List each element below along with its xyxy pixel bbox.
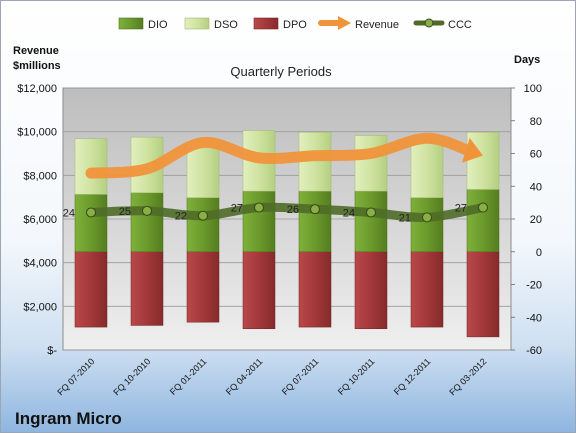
left-tick-label: $12,000 bbox=[17, 83, 57, 95]
dpo-bar bbox=[410, 251, 444, 328]
ccc-data-label: 21 bbox=[399, 212, 411, 224]
ccc-data-label: 26 bbox=[287, 204, 299, 216]
right-tick-label: -20 bbox=[526, 280, 542, 292]
dso-bar bbox=[354, 135, 388, 192]
dio-bar bbox=[130, 192, 164, 253]
left-axis-ticks: $- $2,000 $4,000 $6,000 $8,000 $10,000 $12,000 bbox=[17, 83, 57, 357]
legend-label-dio: DIO bbox=[148, 19, 168, 31]
x-tick-label: FQ 10-2010 bbox=[111, 356, 152, 397]
dpo-bar bbox=[74, 251, 108, 328]
right-tick-label: 80 bbox=[530, 116, 542, 128]
legend-item-dio: DIO bbox=[118, 17, 168, 31]
legend-item-ccc: CCC bbox=[413, 18, 472, 31]
ccc-marker bbox=[478, 202, 488, 213]
right-tick-label: -60 bbox=[526, 345, 542, 357]
ccc-marker bbox=[422, 212, 432, 223]
x-tick-label: FQ 03-2012 bbox=[447, 356, 488, 397]
x-tick-label: FQ 04-2011 bbox=[224, 356, 265, 397]
dio-bar bbox=[298, 190, 332, 253]
dio-bar bbox=[466, 189, 500, 252]
dio-bar bbox=[354, 190, 388, 253]
dpo-bar bbox=[354, 251, 388, 329]
x-tick-label: FQ 01-2011 bbox=[168, 356, 209, 397]
x-tick-label: FQ 07-2011 bbox=[280, 356, 321, 397]
dso-bar bbox=[74, 138, 108, 195]
left-tick-label: $10,000 bbox=[17, 127, 57, 139]
legend-label-revenue: Revenue bbox=[355, 19, 399, 31]
dio-bar bbox=[186, 197, 220, 252]
ccc-marker bbox=[254, 202, 264, 213]
ccc-data-label: 24 bbox=[343, 207, 355, 219]
dpo-bar bbox=[298, 251, 332, 328]
revenue-series bbox=[85, 132, 483, 179]
dio-bar bbox=[242, 190, 276, 253]
legend-item-dpo: DPO bbox=[253, 17, 307, 31]
revenue-arrowhead bbox=[461, 137, 483, 163]
chart-title: Quarterly Periods bbox=[230, 64, 332, 79]
right-tick-label: 0 bbox=[536, 247, 542, 259]
ccc-marker bbox=[366, 207, 376, 218]
legend-item-revenue: Revenue bbox=[318, 16, 399, 31]
ccc-data-label: 24 bbox=[63, 207, 75, 219]
ccc-data-label: 27 bbox=[455, 203, 467, 215]
dso-bar bbox=[410, 141, 444, 198]
right-axis-title: Days bbox=[514, 54, 540, 66]
ccc-marker bbox=[142, 205, 152, 216]
right-tick-label: -40 bbox=[526, 312, 542, 324]
x-tick-label: FQ 12-2011 bbox=[392, 356, 433, 397]
right-tick-label: 100 bbox=[524, 83, 542, 95]
ccc-data-label: 22 bbox=[175, 211, 187, 223]
left-tick-label: $8,000 bbox=[23, 170, 57, 182]
x-tick-label: FQ 10-2011 bbox=[336, 356, 377, 397]
dio-bar bbox=[74, 194, 108, 252]
right-tick-label: 20 bbox=[530, 214, 542, 226]
legend-item-dso: DSO bbox=[184, 17, 238, 31]
ccc-marker bbox=[310, 204, 320, 215]
legend-label-dso: DSO bbox=[214, 19, 238, 31]
legend: DIO DSO DPO Revenue CCC bbox=[118, 16, 472, 31]
left-axis-title-line1: Revenue bbox=[13, 45, 59, 57]
company-name: Ingram Micro bbox=[15, 409, 122, 428]
ccc-series: 24 25 22 27 26 24 21 27 bbox=[63, 202, 488, 224]
left-tick-label: $6,000 bbox=[23, 214, 57, 226]
right-tick-label: 40 bbox=[530, 181, 542, 193]
x-tick-label: FQ 07-2010 bbox=[55, 356, 96, 397]
left-axis-title-line2: $millions bbox=[13, 60, 61, 72]
left-tick-label: $2,000 bbox=[23, 301, 57, 313]
x-axis-ticks: FQ 07-2010 FQ 10-2010 FQ 01-2011 FQ 04-2011… bbox=[55, 356, 488, 397]
dso-bar bbox=[186, 141, 220, 198]
ccc-data-label: 27 bbox=[231, 203, 243, 215]
legend-label-dpo: DPO bbox=[283, 19, 307, 31]
left-tick-label: $4,000 bbox=[23, 258, 57, 270]
dpo-bar bbox=[242, 251, 276, 329]
dpo-bar bbox=[130, 251, 164, 326]
ccc-marker bbox=[198, 210, 208, 221]
dpo-bar bbox=[186, 251, 220, 323]
dio-bar bbox=[410, 197, 444, 252]
right-axis-ticks: -60 -40 -20 0 20 40 60 80 100 bbox=[511, 83, 542, 357]
right-tick-label: 60 bbox=[530, 149, 542, 161]
legend-label-ccc: CCC bbox=[448, 19, 472, 31]
revenue-line bbox=[85, 132, 479, 179]
left-tick-label: $- bbox=[47, 345, 57, 357]
ccc-data-label: 25 bbox=[119, 206, 131, 218]
dpo-bar bbox=[466, 251, 500, 338]
ccc-marker bbox=[86, 207, 96, 218]
